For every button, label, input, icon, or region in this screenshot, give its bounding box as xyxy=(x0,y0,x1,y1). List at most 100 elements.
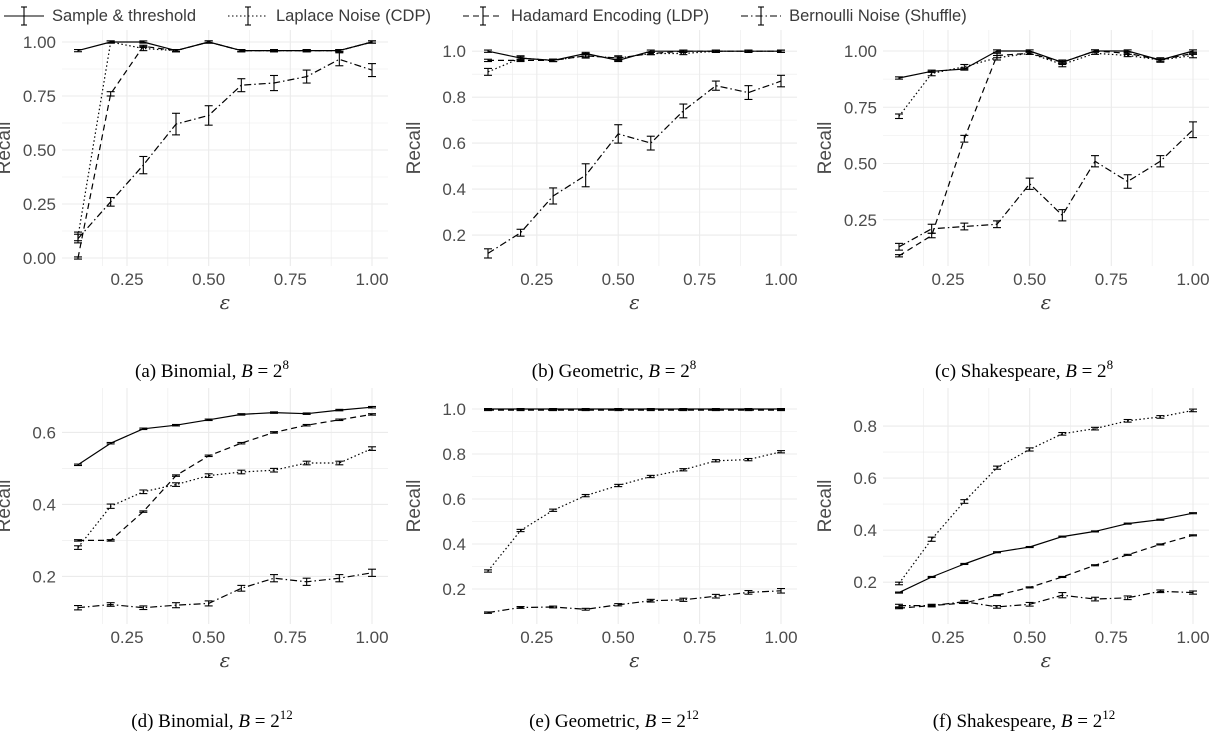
data-point-errorbar xyxy=(74,539,82,542)
data-point-errorbar xyxy=(993,605,1001,609)
data-point-errorbar xyxy=(1123,418,1132,423)
x-tick-label: 0.50 xyxy=(602,628,635,647)
data-point-errorbar xyxy=(484,409,492,412)
data-point-errorbar xyxy=(960,63,969,70)
data-point-errorbar xyxy=(1091,530,1099,533)
data-point-errorbar xyxy=(1091,155,1099,168)
series-line xyxy=(487,50,781,73)
data-point-errorbar xyxy=(1025,545,1034,549)
y-axis-title: Recall xyxy=(815,122,836,175)
caption-base: = 2 xyxy=(656,711,686,732)
series xyxy=(484,49,785,76)
legend-label: Sample & threshold xyxy=(52,6,196,25)
data-point-errorbar xyxy=(927,70,936,77)
data-point-errorbar xyxy=(368,568,376,577)
series xyxy=(484,74,785,259)
caption-variable: B xyxy=(645,711,657,732)
data-point-errorbar xyxy=(1025,177,1034,190)
data-point-errorbar xyxy=(895,113,903,120)
data-point-errorbar xyxy=(302,49,311,53)
data-point-errorbar xyxy=(270,431,278,434)
data-point-errorbar xyxy=(895,603,903,608)
data-point-errorbar xyxy=(549,409,558,412)
data-point-errorbar xyxy=(335,574,344,583)
panel-caption: (c) Shakespeare, B = 28 xyxy=(935,357,1113,382)
data-point-errorbar xyxy=(139,155,148,175)
x-tick-label: 0.25 xyxy=(110,628,143,647)
data-point-errorbar xyxy=(1156,155,1165,168)
data-point-errorbar xyxy=(1058,209,1067,222)
series-line xyxy=(77,41,373,52)
data-point-errorbar xyxy=(744,49,753,53)
panel-caption: (e) Geometric, B = 212 xyxy=(529,707,699,732)
data-point-errorbar xyxy=(1123,553,1132,556)
caption-text: (e) Geometric, xyxy=(529,711,645,732)
y-tick-label: 0.4 xyxy=(442,180,466,199)
data-point-errorbar xyxy=(993,551,1001,554)
data-point-errorbar xyxy=(960,222,969,231)
y-tick-label: 1.00 xyxy=(844,42,877,61)
legend-label: Bernoulli Noise (Shuffle) xyxy=(789,6,967,25)
y-tick-label: 0.2 xyxy=(442,580,466,599)
y-tick-label: 0.25 xyxy=(844,211,877,230)
data-point-errorbar xyxy=(106,91,115,97)
series xyxy=(895,534,1197,610)
data-point-errorbar xyxy=(960,134,969,143)
panel-caption: (f) Shakespeare, B = 212 xyxy=(933,707,1116,732)
data-point-errorbar xyxy=(1123,522,1132,525)
chart-panel: 0.25 0.50 0.75 1.00 0.2 0.4 0.6 0.8 1.0 ε Recall (b… xyxy=(404,30,798,382)
x-tick-label: 0.75 xyxy=(1095,270,1128,289)
x-axis-title: ε xyxy=(1041,648,1052,672)
data-point-errorbar xyxy=(895,242,903,251)
data-point-errorbar xyxy=(1091,596,1099,602)
data-point-errorbar xyxy=(646,474,655,479)
y-tick-label: 0.50 xyxy=(844,155,877,174)
series xyxy=(74,446,376,550)
legend-label: Hadamard Encoding (LDP) xyxy=(510,6,710,25)
data-point-errorbar xyxy=(614,56,623,60)
series-line xyxy=(898,129,1194,248)
caption-exponent: 8 xyxy=(690,357,697,372)
caption-variable: B xyxy=(238,711,250,732)
x-axis-title: ε xyxy=(220,648,231,672)
data-point-errorbar xyxy=(993,465,1001,470)
caption-base: = 2 xyxy=(660,361,690,382)
y-tick-label: 0.8 xyxy=(442,88,466,107)
data-point-errorbar xyxy=(368,40,376,44)
x-axis-title: ε xyxy=(1041,290,1052,314)
data-point-errorbar xyxy=(237,413,246,416)
data-point-errorbar xyxy=(139,40,148,44)
chart-panel: 0.25 0.50 0.75 1.00 0.2 0.4 0.6 ε Recall (d) Bino… xyxy=(0,388,389,732)
x-tick-label: 0.25 xyxy=(931,628,964,647)
data-point-errorbar xyxy=(1123,174,1132,189)
y-tick-label: 0.50 xyxy=(23,141,56,160)
chart-panel: 0.25 0.50 0.75 1.00 0.00 0.25 0.50 0.75 1.00 ε Rec… xyxy=(0,30,389,382)
data-point-errorbar xyxy=(204,454,213,458)
data-point-errorbar xyxy=(1025,601,1034,607)
caption-base: = 2 xyxy=(250,711,280,732)
y-tick-label: 0.2 xyxy=(853,573,877,592)
data-point-errorbar xyxy=(614,124,623,144)
data-point-errorbar xyxy=(270,574,278,583)
data-point-errorbar xyxy=(516,605,525,609)
caption-variable: B xyxy=(1065,361,1077,382)
data-point-errorbar xyxy=(106,441,115,445)
x-tick-label: 0.50 xyxy=(1013,628,1046,647)
legend-key-icon xyxy=(741,6,782,26)
data-point-errorbar xyxy=(139,510,148,513)
data-point-errorbar xyxy=(646,135,655,151)
data-point-errorbar xyxy=(960,499,969,504)
data-point-errorbar xyxy=(368,405,376,409)
data-point-errorbar xyxy=(711,80,720,91)
data-point-errorbar xyxy=(139,427,148,431)
data-point-errorbar xyxy=(484,49,492,53)
series xyxy=(484,450,785,573)
x-tick-label: 1.00 xyxy=(1176,270,1209,289)
data-point-errorbar xyxy=(1123,51,1132,55)
data-point-errorbar xyxy=(711,49,720,53)
data-point-errorbar xyxy=(744,590,753,595)
caption-text: (f) Shakespeare, xyxy=(933,711,1061,732)
data-point-errorbar xyxy=(204,473,213,478)
caption-base: = 2 xyxy=(1077,361,1107,382)
series xyxy=(74,413,376,542)
